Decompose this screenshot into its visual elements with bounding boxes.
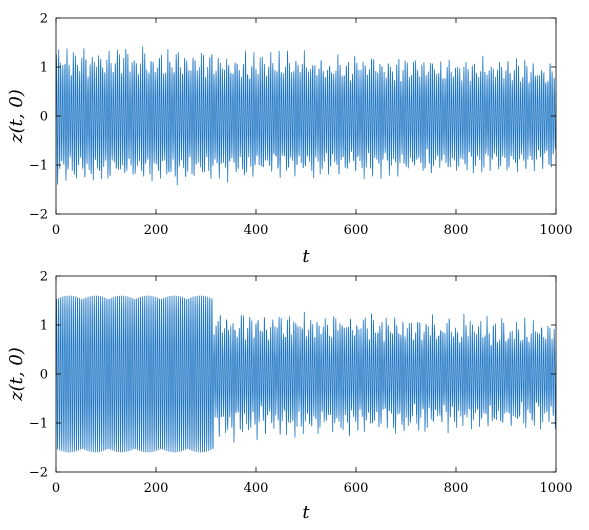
x-tick-label: 400 <box>244 481 269 496</box>
x-axis-label: t <box>302 246 310 267</box>
x-tick-label: 600 <box>344 481 369 496</box>
y-tick-label: 2 <box>40 270 48 285</box>
x-axis-label: t <box>302 502 310 523</box>
x-tick-label: 800 <box>444 223 469 238</box>
x-tick-label: 0 <box>52 223 60 238</box>
x-tick-label: 200 <box>144 223 169 238</box>
x-tick-label: 600 <box>344 223 369 238</box>
y-tick-label: −2 <box>29 208 48 223</box>
x-tick-label: 1000 <box>539 223 572 238</box>
y-axis-label: z(t, 0) <box>6 89 27 144</box>
x-tick-label: 400 <box>244 223 269 238</box>
y-tick-label: 2 <box>40 12 48 27</box>
y-tick-label: −1 <box>29 159 48 174</box>
x-tick-label: 0 <box>52 481 60 496</box>
series-line <box>55 295 557 453</box>
y-tick-label: 1 <box>40 319 48 334</box>
y-tick-label: −1 <box>29 417 48 432</box>
bottom-panel: 0 200 400 600 800 1000 2 1 0 −1 −2 t z(t, 0) <box>6 270 573 524</box>
series-line <box>55 46 557 186</box>
y-tick-label: 1 <box>40 61 48 76</box>
x-tick-label: 1000 <box>539 481 572 496</box>
top-panel: 0 200 400 600 800 1000 2 1 0 −1 −2 t z(t, 0) <box>6 12 573 268</box>
x-tick-label: 800 <box>444 481 469 496</box>
y-tick-label: −2 <box>29 466 48 481</box>
y-tick-label: 0 <box>40 110 48 125</box>
x-tick-label: 200 <box>144 481 169 496</box>
y-tick-label: 0 <box>40 368 48 383</box>
y-axis-label: z(t, 0) <box>6 347 27 402</box>
